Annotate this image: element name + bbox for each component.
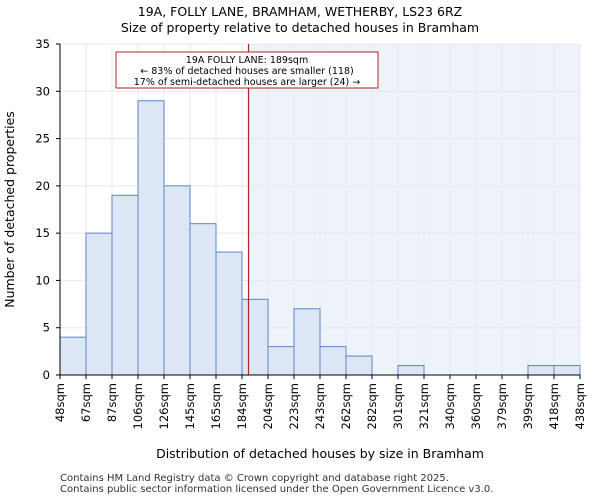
y-tick-label: 10 [35,273,50,287]
x-tick-label: 145sqm [183,383,197,429]
x-tick-label: 184sqm [235,383,249,429]
chart-subtitle: Size of property relative to detached ho… [120,20,480,35]
footer-line-2: Contains public sector information licen… [60,484,494,495]
x-tick-label: 321sqm [417,383,431,429]
x-tick-label: 262sqm [339,383,353,429]
y-tick-label: 0 [43,368,50,382]
bar-301sqm [397,365,425,376]
x-tick-label: 67sqm [79,383,93,422]
bar-204sqm [267,346,295,376]
annotation-line-2: ← 83% of detached houses are smaller (11… [140,66,353,77]
y-tick-label: 15 [35,226,50,240]
chart-title: 19A, FOLLY LANE, BRAMHAM, WETHERBY, LS23… [137,4,463,19]
annotation-line-1: 19A FOLLY LANE: 189sqm [186,55,308,66]
x-tick-label: 438sqm [573,383,587,429]
y-tick-label: 25 [35,132,50,146]
x-tick-label: 418sqm [547,383,561,429]
y-tick-label: 5 [43,321,50,335]
x-tick-label: 48sqm [53,383,67,422]
bar-106sqm [137,100,165,376]
x-tick-label: 340sqm [443,383,457,429]
x-tick-label: 87sqm [105,383,119,422]
annotation-line-3: 17% of semi-detached houses are larger (… [134,77,361,88]
y-tick-label: 20 [35,179,50,193]
bar-126sqm [163,185,191,376]
y-tick-label: 35 [35,37,50,51]
bar-87sqm [111,194,139,376]
x-tick-label: 106sqm [131,383,145,429]
x-tick-label: 360sqm [469,383,483,429]
bar-145sqm [189,223,217,376]
x-tick-label: 282sqm [365,383,379,429]
bar-223sqm [293,308,321,376]
bar-67sqm [85,232,113,376]
y-tick-label: 30 [35,84,50,98]
x-tick-label: 379sqm [495,383,509,429]
x-tick-label: 126sqm [157,383,171,429]
x-tick-label: 204sqm [261,383,275,429]
x-tick-label: 399sqm [521,383,535,429]
x-tick-label: 301sqm [391,383,405,429]
bar-184sqm [241,298,269,376]
y-axis-title: Number of detached properties [2,111,17,308]
bar-262sqm [345,355,373,376]
bar-399sqm [527,365,555,376]
x-tick-label: 165sqm [209,383,223,429]
x-tick-label: 223sqm [287,383,301,429]
marker-annotation: 19A FOLLY LANE: 189sqm ← 83% of detached… [115,51,379,89]
x-tick-label: 243sqm [313,383,327,429]
x-axis-title: Distribution of detached houses by size … [156,446,484,461]
annotation-box [115,51,379,89]
footer-line-1: Contains HM Land Registry data © Crown c… [60,473,449,484]
bar-418sqm [553,365,581,376]
bar-48sqm [59,336,87,376]
bar-243sqm [319,346,347,376]
bar-165sqm [215,251,243,376]
